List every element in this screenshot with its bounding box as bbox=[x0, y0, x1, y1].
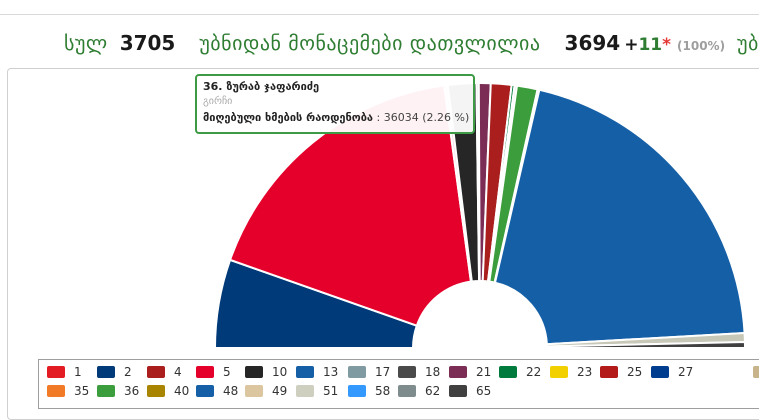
legend-item-36[interactable]: 36 bbox=[97, 383, 139, 399]
legend-label: 17 bbox=[375, 365, 391, 379]
legend-item-partial[interactable] bbox=[753, 364, 759, 380]
added-value: 11 bbox=[638, 35, 663, 55]
legend-swatch bbox=[147, 385, 165, 397]
total-label: სულ bbox=[64, 31, 108, 55]
legend-label: 1 bbox=[74, 365, 82, 379]
legend-swatch bbox=[97, 366, 115, 378]
tooltip-votes-label: მიღებული ხმების რაოდენობა bbox=[203, 111, 374, 124]
legend-item-35[interactable]: 35 bbox=[47, 383, 89, 399]
legend-swatch bbox=[753, 366, 759, 378]
chart-slice-48-11[interactable] bbox=[493, 88, 746, 346]
legend-item-58[interactable]: 58 bbox=[348, 383, 390, 399]
legend-item-13[interactable]: 13 bbox=[296, 364, 338, 380]
semicircle-chart bbox=[213, 81, 747, 349]
legend-swatch bbox=[449, 385, 467, 397]
legend-swatch bbox=[245, 385, 263, 397]
legend-label: 2 bbox=[124, 365, 132, 379]
legend-label: 21 bbox=[476, 365, 492, 379]
legend-swatch bbox=[47, 385, 65, 397]
tooltip-votes-value: 36034 (2.26 %) bbox=[383, 111, 470, 124]
plus-sign: + bbox=[624, 35, 639, 55]
tooltip-votes-row: მიღებული ხმების რაოდენობა : 36034 (2.26 … bbox=[203, 111, 470, 124]
legend-item-23[interactable]: 23 bbox=[550, 364, 592, 380]
total-value: 3705 bbox=[119, 31, 176, 55]
legend-swatch bbox=[348, 366, 366, 378]
legend-label: 27 bbox=[678, 365, 694, 379]
processed-label: უბნიდან მონაცემები დათვლილია bbox=[199, 31, 541, 55]
legend-item-18[interactable]: 18 bbox=[398, 364, 440, 380]
trailing-label: უბ bbox=[737, 31, 759, 55]
processed-value: 3694 bbox=[564, 31, 621, 55]
legend-swatch bbox=[97, 385, 115, 397]
legend-swatch bbox=[296, 385, 314, 397]
legend-swatch bbox=[651, 366, 669, 378]
chart-slice-65-13[interactable] bbox=[545, 340, 747, 349]
legend-label: 51 bbox=[323, 384, 339, 398]
legend-item-17[interactable]: 17 bbox=[348, 364, 390, 380]
legend-swatch bbox=[600, 366, 618, 378]
legend-label: 22 bbox=[526, 365, 542, 379]
legend-swatch bbox=[245, 366, 263, 378]
legend-label: 58 bbox=[375, 384, 391, 398]
legend-item-10[interactable]: 10 bbox=[245, 364, 287, 380]
legend-item-5[interactable]: 5 bbox=[196, 364, 231, 380]
top-divider bbox=[0, 14, 759, 15]
legend-label: 36 bbox=[124, 384, 140, 398]
chart-tooltip: 36. ზურაბ ჯაფარიძე გირჩი მიღებული ხმების… bbox=[195, 74, 475, 134]
legend-swatch bbox=[398, 366, 416, 378]
legend-swatch bbox=[47, 366, 65, 378]
chart-legend: 1 2 4 5 10 13 17 18 21 22 23 25 27 35 36 40 48 49 51 58 62 65 bbox=[38, 359, 759, 409]
legend-label: 13 bbox=[323, 365, 339, 379]
legend-item-49[interactable]: 49 bbox=[245, 383, 287, 399]
legend-label: 62 bbox=[425, 384, 441, 398]
legend-label: 49 bbox=[272, 384, 288, 398]
legend-label: 40 bbox=[174, 384, 190, 398]
legend-swatch bbox=[196, 366, 214, 378]
legend-swatch bbox=[499, 366, 517, 378]
legend-item-21[interactable]: 21 bbox=[449, 364, 491, 380]
legend-label: 10 bbox=[272, 365, 288, 379]
asterisk-mark: * bbox=[662, 35, 672, 55]
tooltip-party-name: გირჩი bbox=[203, 96, 233, 107]
legend-label: 35 bbox=[74, 384, 90, 398]
legend-item-62[interactable]: 62 bbox=[398, 383, 440, 399]
legend-label: 4 bbox=[174, 365, 182, 379]
legend-item-22[interactable]: 22 bbox=[499, 364, 541, 380]
legend-item-65[interactable]: 65 bbox=[449, 383, 491, 399]
legend-label: 25 bbox=[627, 365, 643, 379]
legend-swatch bbox=[449, 366, 467, 378]
legend-swatch bbox=[196, 385, 214, 397]
legend-swatch bbox=[348, 385, 366, 397]
tooltip-candidate-name: 36. ზურაბ ჯაფარიძე bbox=[203, 80, 320, 93]
legend-item-27[interactable]: 27 bbox=[651, 364, 693, 380]
legend-label: 65 bbox=[476, 384, 492, 398]
legend-item-2[interactable]: 2 bbox=[97, 364, 132, 380]
legend-label: 5 bbox=[223, 365, 231, 379]
percent-label: (100%) bbox=[677, 39, 726, 53]
legend-item-25[interactable]: 25 bbox=[600, 364, 642, 380]
legend-swatch bbox=[398, 385, 416, 397]
legend-label: 18 bbox=[425, 365, 441, 379]
legend-item-1[interactable]: 1 bbox=[47, 364, 82, 380]
legend-swatch bbox=[296, 366, 314, 378]
legend-label: 23 bbox=[577, 365, 593, 379]
legend-swatch bbox=[147, 366, 165, 378]
legend-item-48[interactable]: 48 bbox=[196, 383, 238, 399]
legend-item-4[interactable]: 4 bbox=[147, 364, 182, 380]
legend-item-51[interactable]: 51 bbox=[296, 383, 338, 399]
legend-label: 48 bbox=[223, 384, 239, 398]
counting-status-header: სულ 3705 უბნიდან მონაცემები დათვლილია 36… bbox=[64, 31, 759, 55]
legend-swatch bbox=[550, 366, 568, 378]
legend-item-40[interactable]: 40 bbox=[147, 383, 189, 399]
